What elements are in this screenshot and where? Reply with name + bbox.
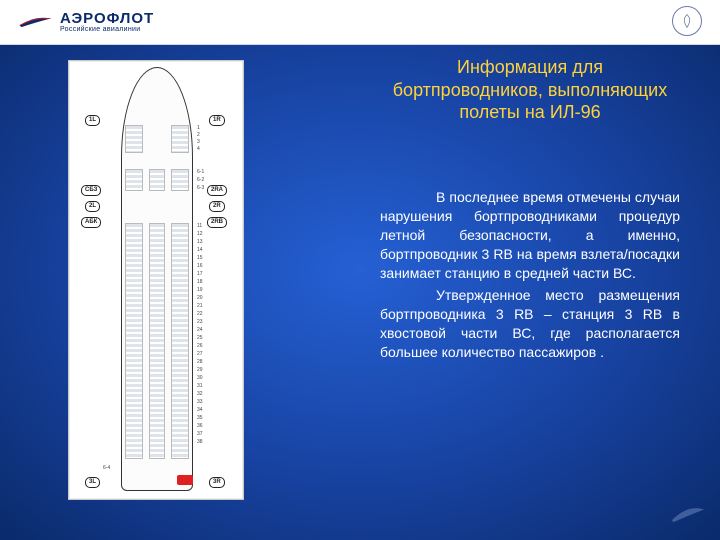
row-num: 13: [197, 239, 211, 245]
row-num: 16: [197, 263, 211, 269]
row-num: 6-3: [197, 185, 211, 191]
row-num: 28: [197, 359, 211, 365]
row-num: 1: [197, 125, 211, 131]
slide: АЭРОФЛОТ Российские авиалинии 1L 1R СБЗ …: [0, 0, 720, 540]
row-num: 18: [197, 279, 211, 285]
seat-block: [171, 169, 189, 191]
seat-block: [171, 223, 189, 459]
seat-block: [171, 125, 189, 153]
row-num: 33: [197, 399, 211, 405]
body-text: В последнее время отмечены случаи наруше…: [380, 188, 680, 366]
row-num: 19: [197, 287, 211, 293]
row-num: 29: [197, 367, 211, 373]
row-num: 34: [197, 407, 211, 413]
row-num: 24: [197, 327, 211, 333]
row-num: 25: [197, 335, 211, 341]
door-2l: 2L: [85, 201, 100, 212]
row-num: 17: [197, 271, 211, 277]
row-num: 6-4: [103, 465, 117, 471]
seatmap-panel: 1L 1R СБЗ 2RA 2L 2R АБК 2RB 3L 3R 1 2 3 …: [68, 60, 244, 500]
row-num: 6-1: [197, 169, 211, 175]
aeroflot-wing-icon: [18, 13, 52, 31]
paragraph-2: Утвержденное место размещения бортпровод…: [380, 286, 680, 362]
row-num: 26: [197, 343, 211, 349]
row-num: 35: [197, 415, 211, 421]
seat-block: [125, 223, 143, 459]
row-num: 36: [197, 423, 211, 429]
door-1l: 1L: [85, 115, 100, 126]
door-abk: АБК: [81, 217, 101, 228]
row-num: 2: [197, 132, 211, 138]
row-num: 23: [197, 319, 211, 325]
row-num: 38: [197, 439, 211, 445]
corner-watermark-icon: [670, 500, 706, 528]
paragraph-1: В последнее время отмечены случаи наруше…: [380, 188, 680, 282]
row-num: 12: [197, 231, 211, 237]
door-cb3: СБЗ: [81, 185, 101, 196]
skyteam-icon: [672, 6, 702, 36]
door-3l: 3L: [85, 477, 100, 488]
row-num: 27: [197, 351, 211, 357]
row-num: 11: [197, 223, 211, 229]
slide-title: Информация для бортпроводников, выполняю…: [380, 56, 680, 124]
row-num: 20: [197, 295, 211, 301]
row-num: 15: [197, 255, 211, 261]
logo-block: АЭРОФЛОТ Российские авиалинии: [60, 11, 154, 33]
door-3r: 3R: [209, 477, 225, 488]
brand-tagline: Российские авиалинии: [60, 26, 154, 33]
row-num: 4: [197, 146, 211, 152]
seat-block: [149, 223, 165, 459]
row-num: 31: [197, 383, 211, 389]
door-2r: 2R: [209, 201, 225, 212]
door-1r: 1R: [209, 115, 225, 126]
header-divider: [0, 44, 720, 45]
row-num: 14: [197, 247, 211, 253]
row-num: 21: [197, 303, 211, 309]
header-bar: АЭРОФЛОТ Российские авиалинии: [0, 0, 720, 44]
seat-block: [125, 125, 143, 153]
row-num: 37: [197, 431, 211, 437]
row-num: 32: [197, 391, 211, 397]
seat-block: [149, 169, 165, 191]
seat-block: [125, 169, 143, 191]
row-num: 22: [197, 311, 211, 317]
row-num: 30: [197, 375, 211, 381]
station-3rb-marker: [177, 475, 193, 485]
brand-name: АЭРОФЛОТ: [60, 11, 154, 26]
row-num: 6-2: [197, 177, 211, 183]
row-num: 3: [197, 139, 211, 145]
